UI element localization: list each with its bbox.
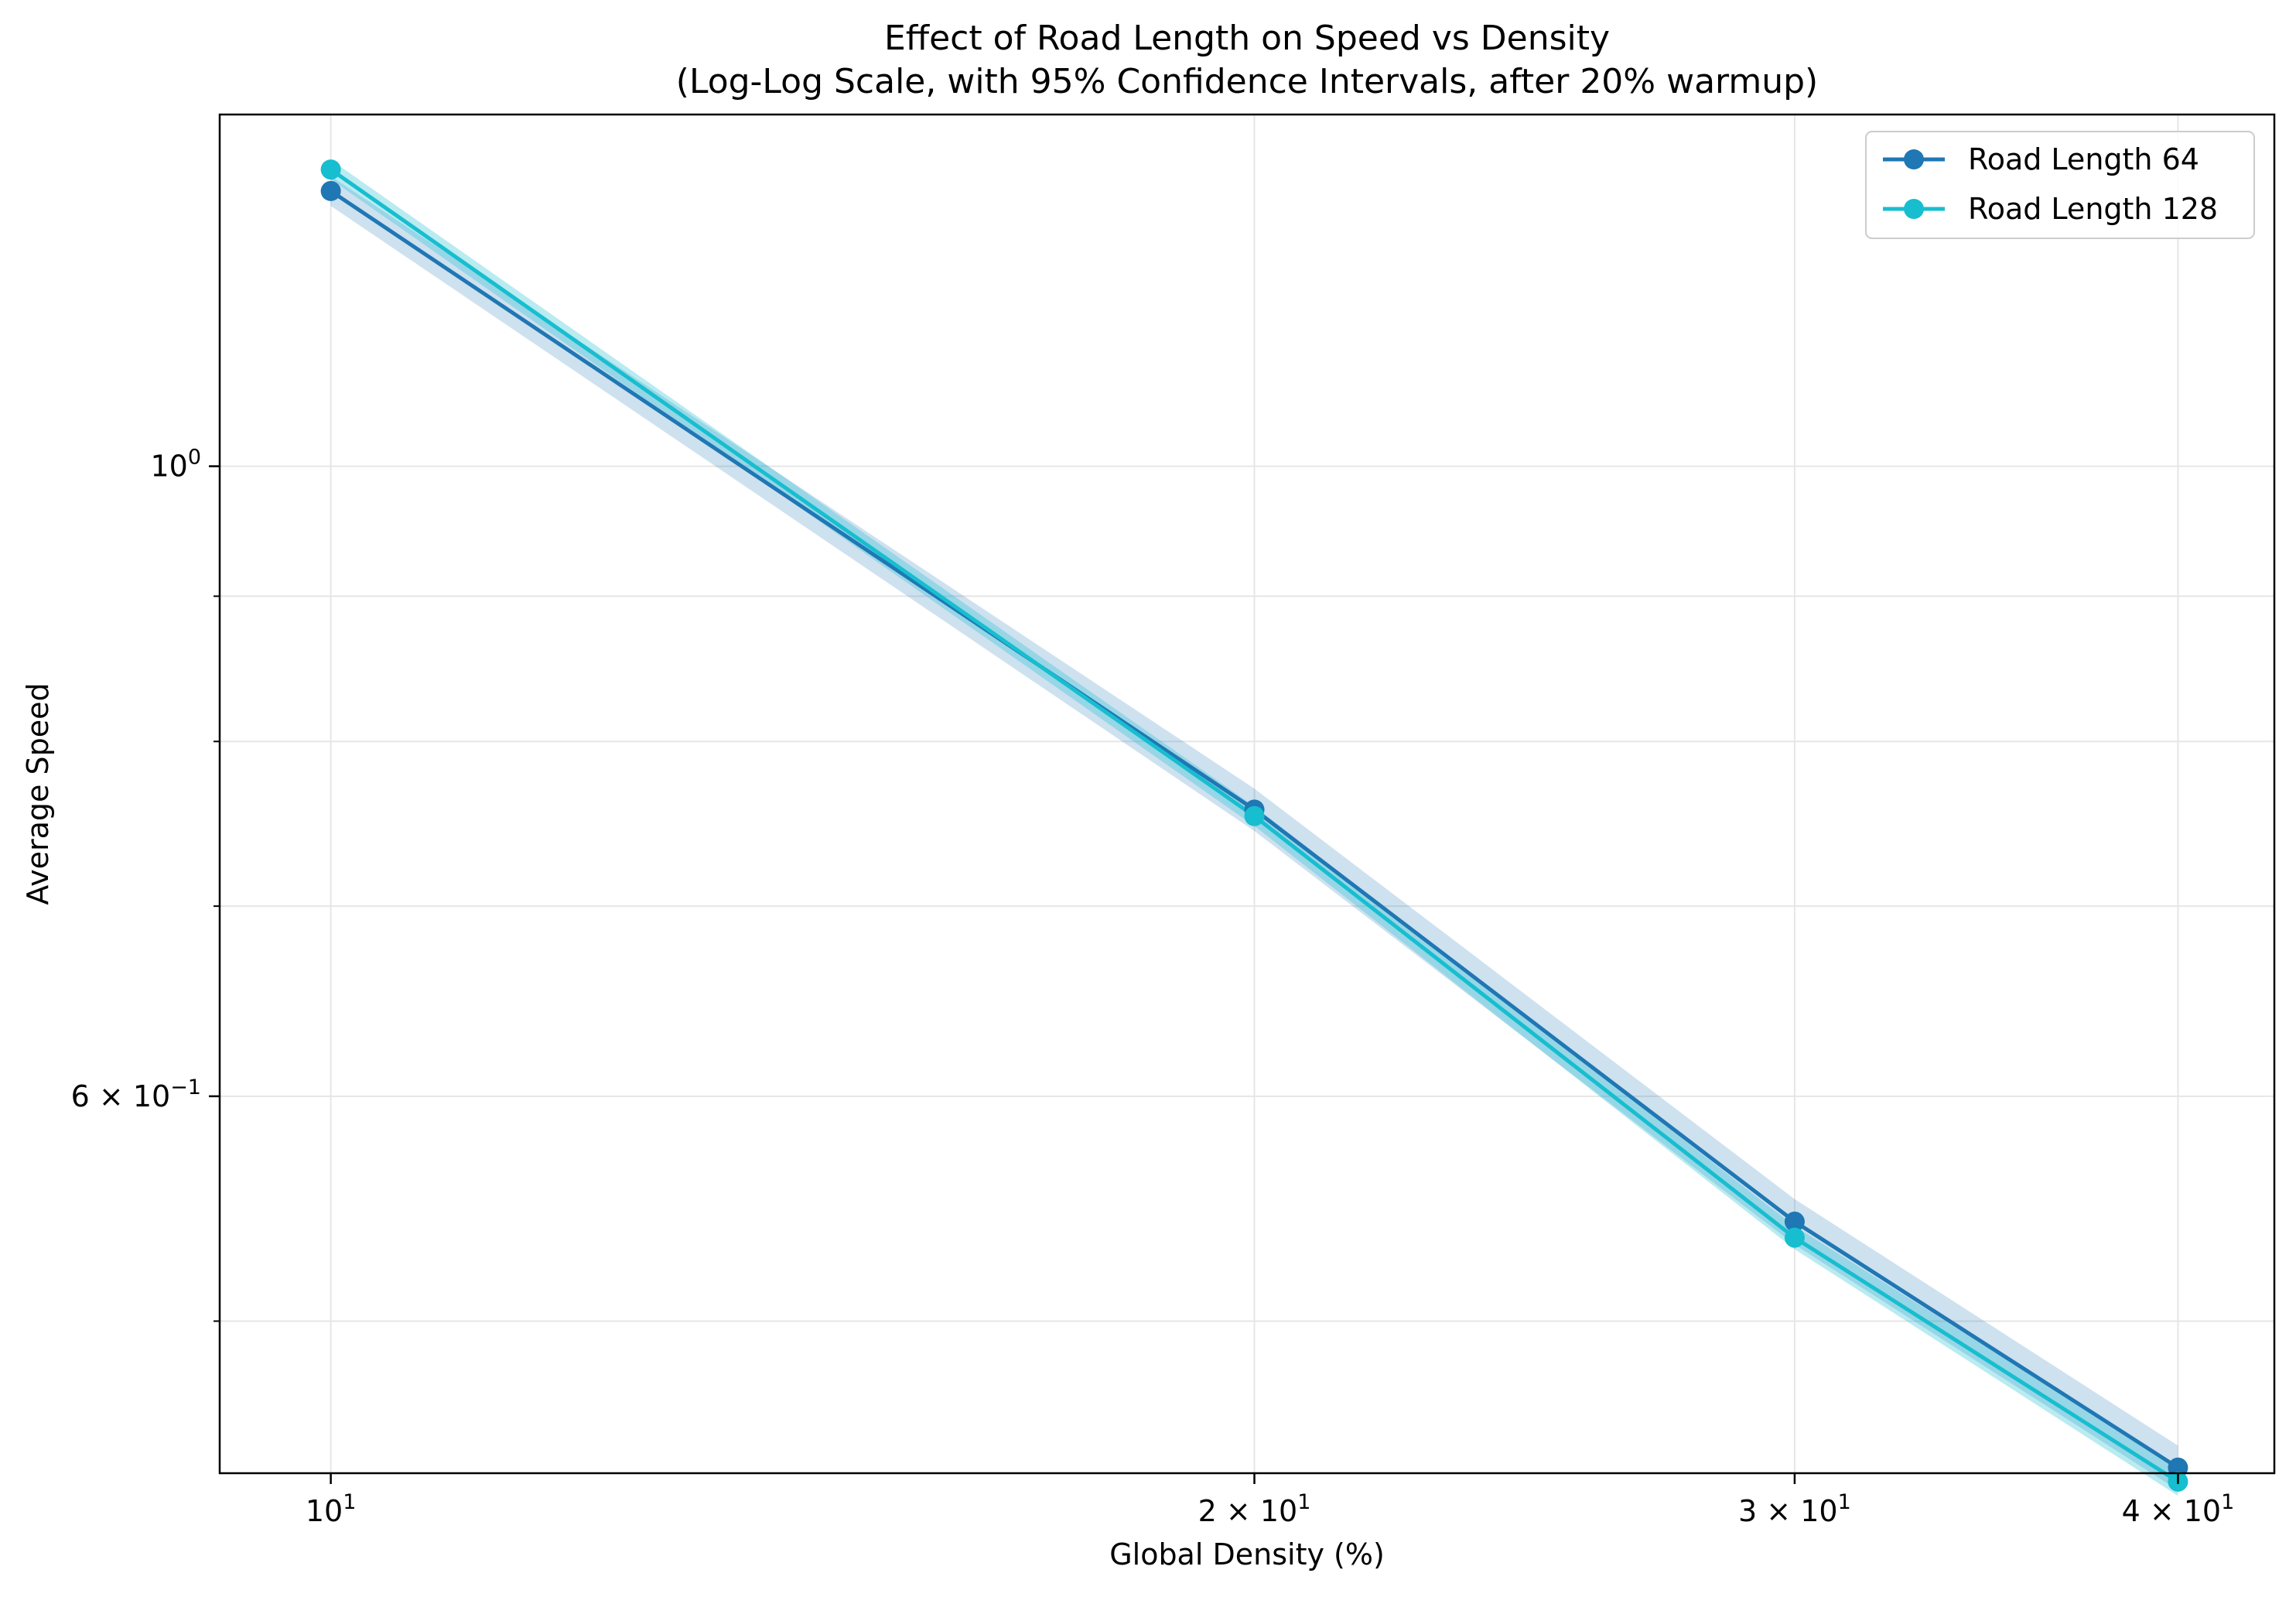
legend-marker-swatch: [1904, 199, 1924, 219]
x-tick-label: 3 × 101: [1738, 1490, 1851, 1528]
series-line-1: [330, 189, 2179, 1469]
chart-title: Effect of Road Length on Speed vs Densit…: [884, 19, 1610, 58]
x-tick-label: 101: [306, 1490, 357, 1528]
x-tick-label-base: 10: [306, 1494, 343, 1528]
x-axis-ticks: 101 2 × 101 3 × 101 4 × 101: [306, 1473, 2234, 1528]
legend-box: [1865, 131, 2255, 239]
grid: [220, 115, 2274, 1473]
series-line-2: [330, 168, 2179, 1483]
x-tick-label: 4 × 101: [2122, 1490, 2235, 1528]
data-point-series-1: [1784, 1211, 1805, 1232]
legend: Road Length 64 Road Length 128: [1865, 131, 2255, 239]
data-point-series-1: [320, 180, 341, 201]
y-tick-label-base: 10: [150, 450, 187, 484]
y-axis-label: Average Speed: [21, 682, 55, 905]
x-tick-label-base: 2 × 10: [1198, 1494, 1298, 1528]
series-points: [320, 159, 2188, 1492]
data-point-series-2: [1784, 1227, 1805, 1248]
x-tick-label-exponent: 1: [1297, 1490, 1310, 1514]
y-tick-label: 6 × 10−1: [71, 1075, 201, 1113]
data-point-series-2: [1244, 805, 1265, 826]
series-lines: [330, 168, 2179, 1483]
plot-area-frame: [218, 113, 2276, 1475]
chart-subtitle: (Log-Log Scale, with 95% Confidence Inte…: [676, 62, 1818, 101]
y-tick-label-base: 6 × 10: [71, 1079, 171, 1113]
legend-entry-series-2: Road Length 128: [1883, 192, 2218, 226]
x-axis-label: Global Density (%): [1109, 1537, 1385, 1571]
data-point-series-2: [320, 159, 341, 180]
x-tick-label: 2 × 101: [1198, 1490, 1311, 1528]
y-axis-ticks: 100 6 × 10−1: [71, 446, 220, 1322]
legend-marker-swatch: [1904, 149, 1924, 169]
x-tick-label-base: 3 × 10: [1738, 1494, 1838, 1528]
y-tick-label: 100: [150, 446, 201, 484]
y-tick-label-exponent: −1: [170, 1075, 201, 1099]
x-tick-label-base: 4 × 10: [2122, 1494, 2222, 1528]
legend-label: Road Length 64: [1968, 142, 2199, 176]
y-tick-label-exponent: 0: [188, 446, 201, 470]
x-tick-label-exponent: 1: [343, 1490, 356, 1514]
legend-entry-series-1: Road Length 64: [1883, 142, 2199, 176]
x-tick-label-exponent: 1: [2221, 1490, 2234, 1514]
legend-label: Road Length 128: [1968, 192, 2218, 226]
x-tick-label-exponent: 1: [1838, 1490, 1851, 1514]
